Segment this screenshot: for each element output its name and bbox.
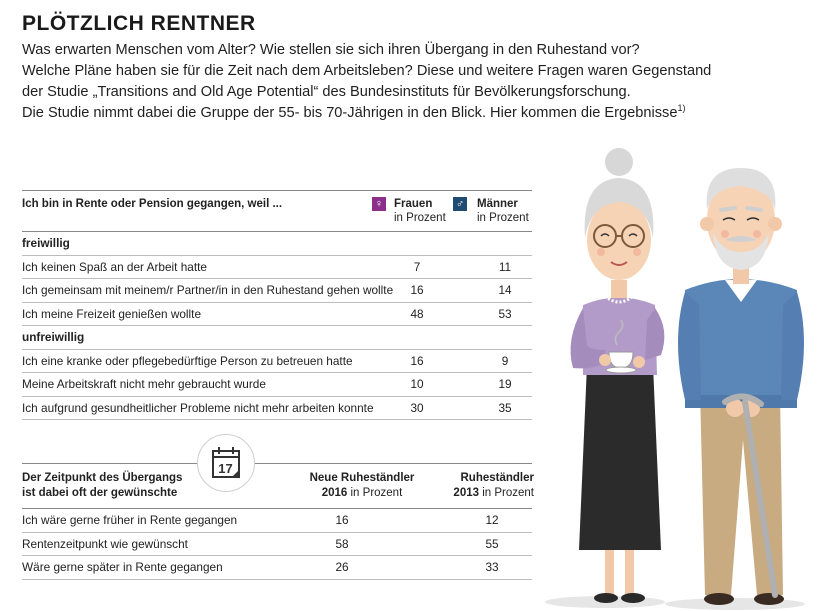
value-men: 11 [498,259,512,274]
table-row: Meine Arbeitskraft nicht mehr gebraucht … [22,373,532,397]
value-men: 9 [501,353,509,368]
table-question: Ich bin in Rente oder Pension gegangen, … [22,198,283,210]
column-name: Frauen [394,198,433,210]
value-women: 16 [410,283,424,297]
timing-table: Der Zeitpunkt des Übergangs ist dabei of… [22,463,534,580]
table-row: Wäre gerne später in Rente gegangen 26 3… [22,556,532,580]
question-line: ist dabei oft der gewünschte [22,487,178,499]
value-2013: 55 [485,536,499,551]
column-name: Ruheständler [460,472,535,484]
table-row: Rentenzeitpunkt wie gewünscht 58 55 [22,533,532,556]
intro-line: Die Studie nimmt dabei die Gruppe der 55… [22,103,802,124]
row-label: Ich wäre gerne früher in Rente gegangen [22,513,238,527]
calendar-day: 17 [218,461,232,476]
column-header-2016: Neue Ruheständler 2016 in Prozent [302,471,422,501]
table-row: Ich keinen Spaß an der Arbeit hatte 7 11 [22,256,532,279]
intro-line: Welche Pläne haben sie für die Zeit nach… [22,63,712,79]
value-men: 35 [498,400,512,415]
table-header: Der Zeitpunkt des Übergangs ist dabei of… [22,463,534,509]
column-unit: in Prozent [482,487,534,499]
section-label: freiwillig [22,232,532,256]
intro-text: Was erwarten Menschen vom Alter? Wie ste… [22,40,802,124]
column-unit: in Prozent [394,212,446,224]
table-row: Ich eine kranke oder pflegebedürftige Pe… [22,350,532,373]
value-2013: 33 [485,560,499,574]
column-unit: in Prozent [477,212,529,224]
question-line: Der Zeitpunkt des Übergangs [22,472,183,484]
footnote-marker: 1) [677,103,686,114]
column-header-women: Frauen in Prozent [394,197,454,225]
row-label: Ich keinen Spaß an der Arbeit hatte [22,259,207,274]
column-name: Männer [477,198,518,210]
table-header: Ich bin in Rente oder Pension gegangen, … [22,190,532,232]
table-row: Ich aufgrund gesundheitlicher Probleme n… [22,397,532,420]
table-row: Ich wäre gerne früher in Rente gegangen … [22,509,532,533]
row-label: Ich gemeinsam mit meinem/r Partner/in in… [22,283,394,297]
row-label: Meine Arbeitskraft nicht mehr gebraucht … [22,377,266,391]
row-label: Rentenzeitpunkt wie gewünscht [22,536,188,551]
value-women: 30 [410,400,424,415]
value-men: 19 [498,377,512,391]
row-label: Ich meine Freizeit genießen wollte [22,306,202,321]
intro-line-text: Die Studie nimmt dabei die Gruppe der 55… [22,105,678,121]
row-label: Ich eine kranke oder pflegebedürftige Pe… [22,353,353,368]
table-row: Ich meine Freizeit genießen wollte 48 53 [22,303,532,326]
row-label: Wäre gerne später in Rente gegangen [22,560,223,574]
value-men: 14 [498,283,512,297]
column-unit: in Prozent [350,487,403,499]
table-question: Der Zeitpunkt des Übergangs ist dabei of… [22,471,182,501]
calendar-icon: 17 [197,434,255,492]
male-icon: ♂ [453,197,467,211]
elderly-couple-illustration [545,148,805,610]
column-year: 2016 [321,487,348,499]
page-title: PLÖTZLICH RENTNER [22,12,256,35]
row-label: Ich aufgrund gesundheitlicher Probleme n… [22,400,374,415]
value-women: 10 [410,377,424,391]
value-women: 7 [413,259,421,274]
column-header-2013: Ruheständler 2013 in Prozent [442,471,534,501]
intro-line: der Studie „Transitions and Old Age Pote… [22,84,631,100]
column-year: 2013 [453,487,480,499]
value-2013: 12 [485,513,499,527]
column-header-men: Männer in Prozent [477,197,537,225]
intro-line: Was erwarten Menschen vom Alter? Wie ste… [22,42,640,58]
value-2016: 16 [335,513,349,527]
section-label: unfreiwillig [22,326,532,350]
value-2016: 26 [335,560,349,574]
value-men: 53 [498,306,512,321]
female-icon: ♀ [372,197,386,211]
retirement-reasons-table: Ich bin in Rente oder Pension gegangen, … [22,190,532,420]
value-2016: 58 [335,536,349,551]
value-women: 16 [410,353,424,368]
column-name: Neue Ruheständler [309,472,415,484]
value-women: 48 [410,306,424,321]
table-row: Ich gemeinsam mit meinem/r Partner/in in… [22,279,532,303]
